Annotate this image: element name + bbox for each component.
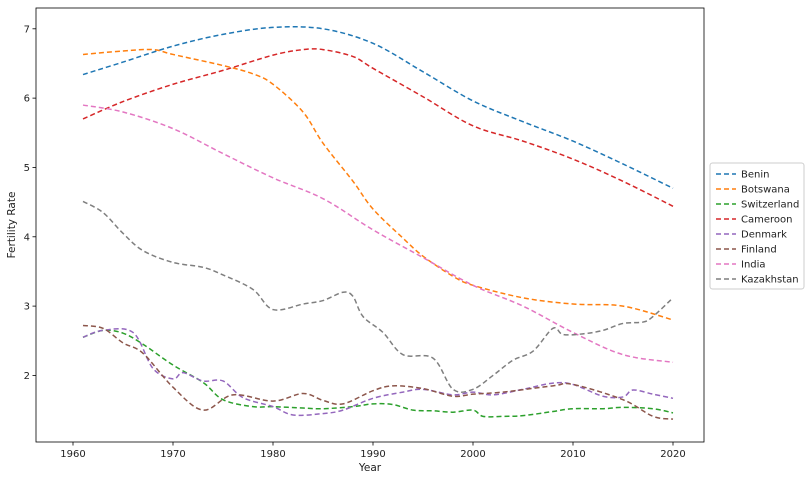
legend-entry-label: Benin bbox=[741, 170, 769, 181]
x-tick-label: 2000 bbox=[460, 449, 485, 460]
y-axis: 2 3 4 5 6 7 bbox=[24, 24, 36, 382]
y-tick-label: 7 bbox=[24, 24, 30, 35]
legend-entry-label: Finland bbox=[741, 245, 777, 256]
y-tick-label: 5 bbox=[24, 163, 30, 174]
series-line-kazakhstan bbox=[82, 200, 674, 393]
x-tick-label: 1990 bbox=[360, 449, 385, 460]
x-tick-label: 1960 bbox=[60, 449, 85, 460]
x-axis: 1960 1970 1980 1990 2000 2010 2020 bbox=[60, 442, 686, 460]
series-line-finland bbox=[82, 324, 674, 420]
y-tick-label: 4 bbox=[24, 232, 30, 243]
x-tick-label: 1980 bbox=[260, 449, 285, 460]
y-tick-label: 6 bbox=[24, 94, 30, 105]
legend-entry-label: Kazakhstan bbox=[741, 275, 799, 286]
legend-box bbox=[709, 162, 805, 290]
y-axis-label: Fertility Rate bbox=[6, 192, 18, 259]
plot-frame bbox=[35, 7, 705, 443]
legend-entry-label: Denmark bbox=[741, 230, 787, 241]
y-tick-label: 2 bbox=[24, 371, 30, 382]
series-line-benin bbox=[82, 25, 674, 189]
x-tick-label: 1970 bbox=[160, 449, 185, 460]
legend-entry-label: Cameroon bbox=[741, 215, 792, 226]
series-line-denmark bbox=[82, 327, 674, 417]
legend-entry-label: India bbox=[741, 260, 766, 271]
legend-entry-label: Botswana bbox=[741, 185, 790, 196]
plot-area bbox=[35, 7, 705, 443]
legend-entry-label: Switzerland bbox=[741, 200, 799, 211]
legend: Benin Botswana Switzerland Cameroon Denmark F… bbox=[709, 162, 805, 290]
series-line-cameroon bbox=[82, 48, 674, 207]
x-tick-label: 2020 bbox=[660, 449, 685, 460]
series-line-botswana bbox=[82, 48, 674, 321]
x-axis-label: Year bbox=[358, 462, 382, 474]
x-tick-label: 2010 bbox=[560, 449, 585, 460]
y-tick-label: 3 bbox=[24, 302, 30, 313]
